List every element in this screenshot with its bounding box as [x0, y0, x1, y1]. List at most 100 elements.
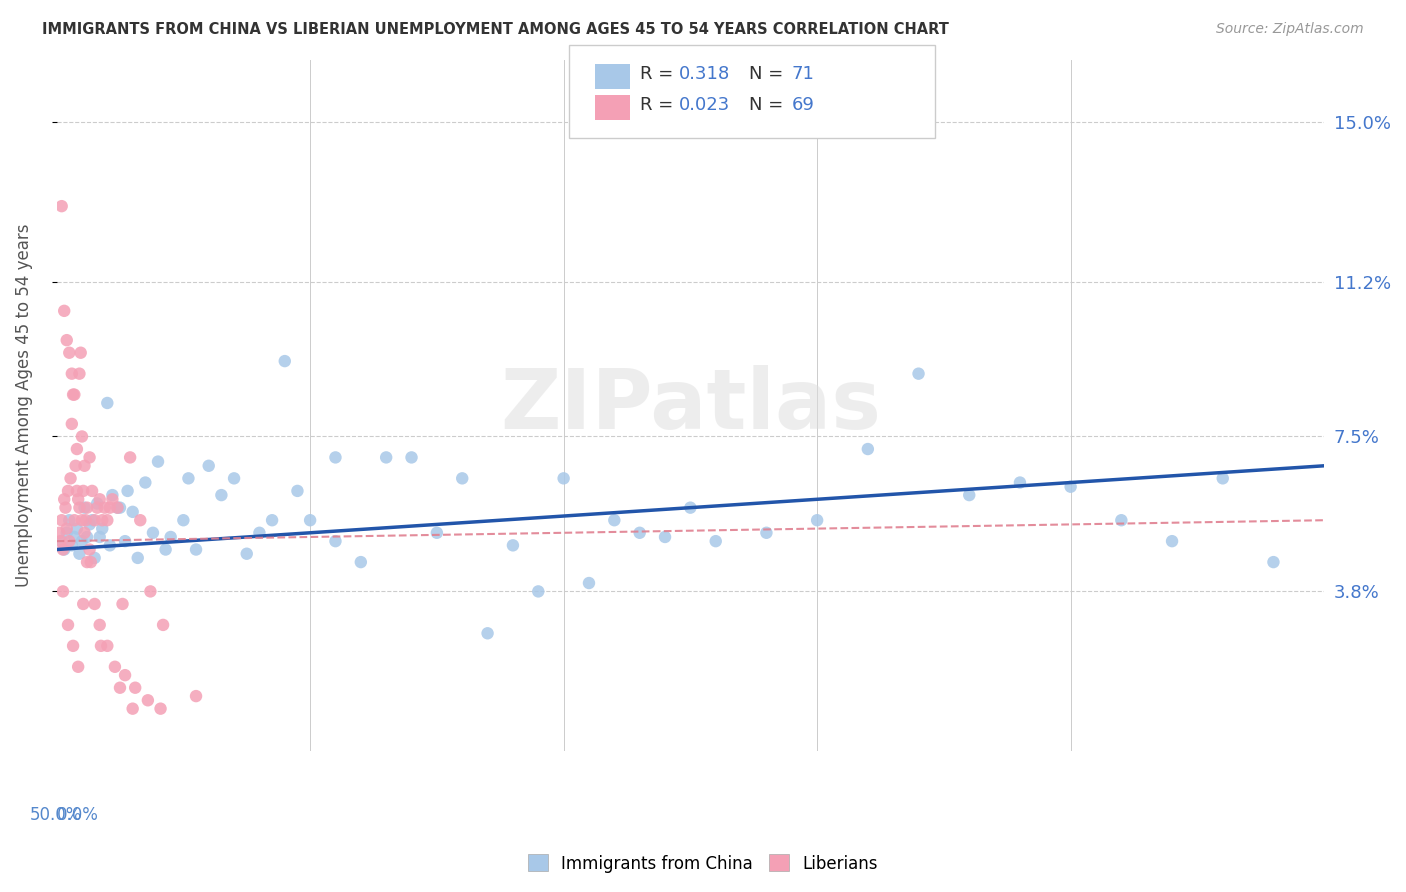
Point [274, 354, 297, 368]
Point [907, 367, 929, 381]
Point [114, 668, 136, 682]
Point [86, 500, 108, 515]
Point [63, 387, 86, 401]
Point [76, 500, 98, 515]
Point [82, 513, 104, 527]
Point [55, 333, 77, 347]
Point [325, 450, 347, 465]
Point [477, 626, 499, 640]
Text: ZIPatlas: ZIPatlas [501, 365, 882, 446]
Point [82, 483, 104, 498]
Point [553, 471, 575, 485]
Text: 71: 71 [792, 65, 814, 83]
Point [53, 542, 76, 557]
Point [806, 513, 828, 527]
Text: R =: R = [640, 96, 679, 114]
Point [70, 513, 93, 527]
Point [502, 538, 524, 552]
Point [209, 488, 232, 502]
Point [91, 522, 114, 536]
Legend: Immigrants from China, Liberians: Immigrants from China, Liberians [522, 847, 884, 880]
Point [62, 639, 84, 653]
Text: R =: R = [640, 65, 679, 83]
Point [56, 483, 79, 498]
Point [129, 513, 152, 527]
Point [375, 450, 398, 465]
Point [139, 584, 162, 599]
Point [679, 500, 702, 515]
Point [56, 618, 79, 632]
Text: 69: 69 [792, 96, 814, 114]
Point [66, 483, 89, 498]
Point [73, 458, 96, 473]
Point [325, 534, 347, 549]
Point [98, 500, 121, 515]
Point [127, 550, 149, 565]
Point [107, 500, 129, 515]
Point [96, 639, 118, 653]
Point [76, 530, 98, 544]
Point [451, 471, 474, 485]
Y-axis label: Unemployment Among Ages 45 to 54 years: Unemployment Among Ages 45 to 54 years [15, 223, 32, 587]
Point [55, 522, 77, 536]
Point [67, 547, 90, 561]
Point [1008, 475, 1031, 490]
Point [1111, 513, 1133, 527]
Point [69, 345, 91, 359]
Point [108, 681, 131, 695]
Point [527, 584, 550, 599]
Point [76, 555, 98, 569]
Point [75, 513, 97, 527]
Point [262, 513, 284, 527]
Text: 50.0%: 50.0% [30, 805, 82, 824]
Text: N =: N = [749, 96, 789, 114]
Point [124, 681, 146, 695]
Point [73, 525, 96, 540]
Point [52, 584, 75, 599]
Point [159, 530, 181, 544]
Point [1212, 471, 1234, 485]
Point [222, 471, 245, 485]
Point [55, 525, 77, 540]
Text: N =: N = [749, 65, 789, 83]
Point [83, 513, 105, 527]
Point [51, 534, 73, 549]
Point [136, 693, 159, 707]
Point [654, 530, 676, 544]
Point [152, 618, 174, 632]
Point [51, 199, 73, 213]
Point [299, 513, 322, 527]
Point [52, 542, 75, 557]
Point [72, 597, 94, 611]
Point [111, 597, 134, 611]
Point [114, 534, 136, 549]
Text: 0.023: 0.023 [679, 96, 730, 114]
Point [578, 576, 600, 591]
Point [83, 550, 105, 565]
Point [1161, 534, 1184, 549]
Point [146, 454, 169, 468]
Point [957, 488, 980, 502]
Point [63, 530, 86, 544]
Point [120, 450, 142, 465]
Point [89, 530, 111, 544]
Point [107, 500, 129, 515]
Point [117, 483, 139, 498]
Point [70, 534, 93, 549]
Point [108, 500, 131, 515]
Point [89, 618, 111, 632]
Text: IMMIGRANTS FROM CHINA VS LIBERIAN UNEMPLOYMENT AMONG AGES 45 TO 54 YEARS CORRELA: IMMIGRANTS FROM CHINA VS LIBERIAN UNEMPL… [42, 22, 949, 37]
Point [63, 513, 86, 527]
Point [83, 597, 105, 611]
Point [755, 525, 778, 540]
Point [66, 442, 89, 456]
Point [401, 450, 423, 465]
Point [121, 701, 143, 715]
Point [149, 701, 172, 715]
Point [96, 513, 118, 527]
Point [49, 534, 72, 549]
Point [177, 471, 200, 485]
Point [1059, 480, 1081, 494]
Point [104, 660, 127, 674]
Point [426, 525, 449, 540]
